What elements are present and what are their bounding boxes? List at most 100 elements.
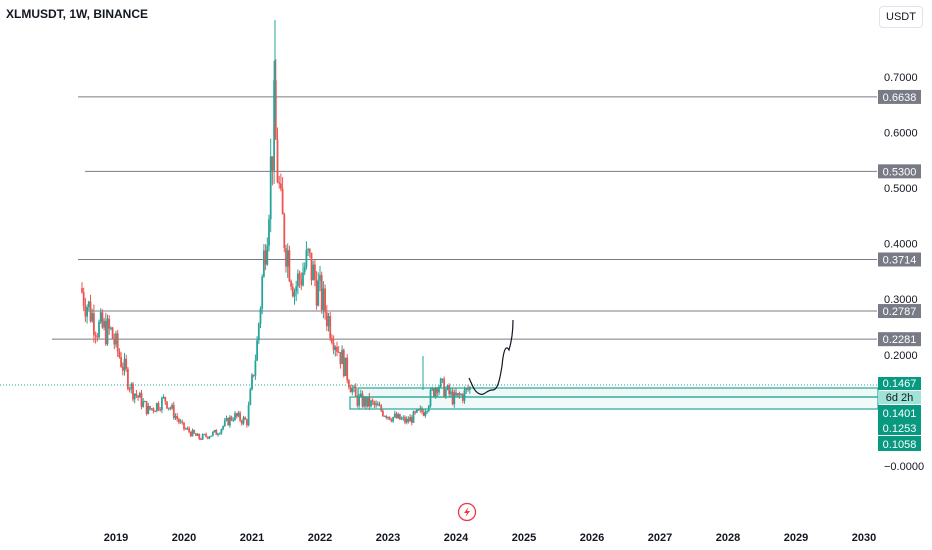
candle <box>162 394 165 399</box>
y-tick-label: 0.5000 <box>884 183 918 195</box>
symbol-title: XLMUSDT, 1W, BINANCE <box>6 7 149 21</box>
lower-zone[interactable] <box>349 396 879 410</box>
candle <box>176 413 179 422</box>
candle <box>327 312 330 332</box>
candle <box>183 422 185 431</box>
candle <box>191 428 194 437</box>
candle <box>128 387 131 393</box>
candle <box>349 384 352 393</box>
candle <box>99 308 102 324</box>
candle <box>458 391 461 399</box>
candle <box>286 243 289 278</box>
candle <box>288 245 291 283</box>
candle <box>196 432 199 436</box>
x-tick-label: 2029 <box>784 532 808 544</box>
candle <box>212 430 214 437</box>
candle <box>171 403 173 410</box>
price-badge <box>878 436 921 451</box>
candle <box>414 410 417 415</box>
candle <box>130 382 133 394</box>
candle <box>283 212 286 253</box>
candle <box>103 317 105 331</box>
candle <box>230 415 233 422</box>
candle <box>371 398 374 405</box>
currency-button[interactable]: USDT <box>879 6 923 28</box>
candle <box>91 308 94 323</box>
candle <box>300 272 303 291</box>
candle <box>101 309 104 329</box>
candle <box>138 391 141 398</box>
candle <box>237 410 240 418</box>
candle <box>285 244 287 273</box>
candle <box>310 252 313 286</box>
candle <box>322 281 325 319</box>
candle <box>140 389 143 410</box>
candle <box>334 345 337 357</box>
x-tick-label: 2024 <box>444 532 469 544</box>
candle <box>193 429 196 434</box>
candle <box>448 383 451 398</box>
candle <box>210 435 213 437</box>
candle <box>271 156 274 186</box>
candle <box>147 402 150 415</box>
candle <box>305 241 308 270</box>
candle <box>198 433 201 441</box>
price-badge-label: 0.1401 <box>883 408 917 420</box>
candle <box>351 384 354 396</box>
candle <box>302 262 304 287</box>
price-badge-label: 6d 2h <box>886 392 914 404</box>
candle <box>297 269 299 295</box>
level-badge-label: 0.5300 <box>883 166 917 178</box>
candle <box>152 407 155 414</box>
candle <box>390 418 393 423</box>
candle <box>244 416 247 420</box>
candle <box>293 288 296 305</box>
candle <box>206 436 209 440</box>
price-badges: 0.1467 6d 2h 0.1401 0.1253 0.1058 <box>878 377 921 451</box>
candle <box>359 389 362 398</box>
candle <box>205 432 207 438</box>
x-tick-label: 2028 <box>716 532 740 544</box>
price-badge <box>878 377 921 390</box>
level-badge-label: 0.3714 <box>883 255 917 267</box>
candle <box>127 366 129 391</box>
candle <box>96 332 99 342</box>
price-badge <box>878 405 921 420</box>
candle <box>169 406 172 411</box>
upper-zone[interactable] <box>357 387 879 398</box>
candle <box>463 386 466 404</box>
candle <box>307 247 309 257</box>
candle <box>348 378 350 390</box>
candle <box>104 312 107 346</box>
candle <box>460 393 462 396</box>
candle <box>161 396 163 414</box>
candle <box>365 396 367 410</box>
candle <box>234 410 236 421</box>
candle <box>382 409 384 417</box>
candle <box>315 271 318 310</box>
candle <box>118 348 121 359</box>
candle <box>438 385 440 396</box>
price-badge-label: 0.1058 <box>883 439 917 451</box>
candle <box>164 396 167 405</box>
candle <box>166 401 168 410</box>
candle <box>113 333 116 350</box>
candle <box>281 177 284 215</box>
candle <box>84 297 87 322</box>
candle <box>223 417 226 427</box>
candle <box>376 401 379 406</box>
level-badge <box>878 304 921 319</box>
candle <box>278 175 281 189</box>
candle <box>208 436 211 440</box>
candle <box>184 427 187 430</box>
candle <box>412 410 415 423</box>
candle <box>254 354 257 380</box>
y-tick-label: −0.0000 <box>884 461 924 473</box>
candle <box>368 392 371 411</box>
candle <box>256 336 258 362</box>
candle <box>137 395 139 401</box>
candle <box>399 413 401 420</box>
candle <box>314 259 316 287</box>
candle <box>295 280 298 302</box>
